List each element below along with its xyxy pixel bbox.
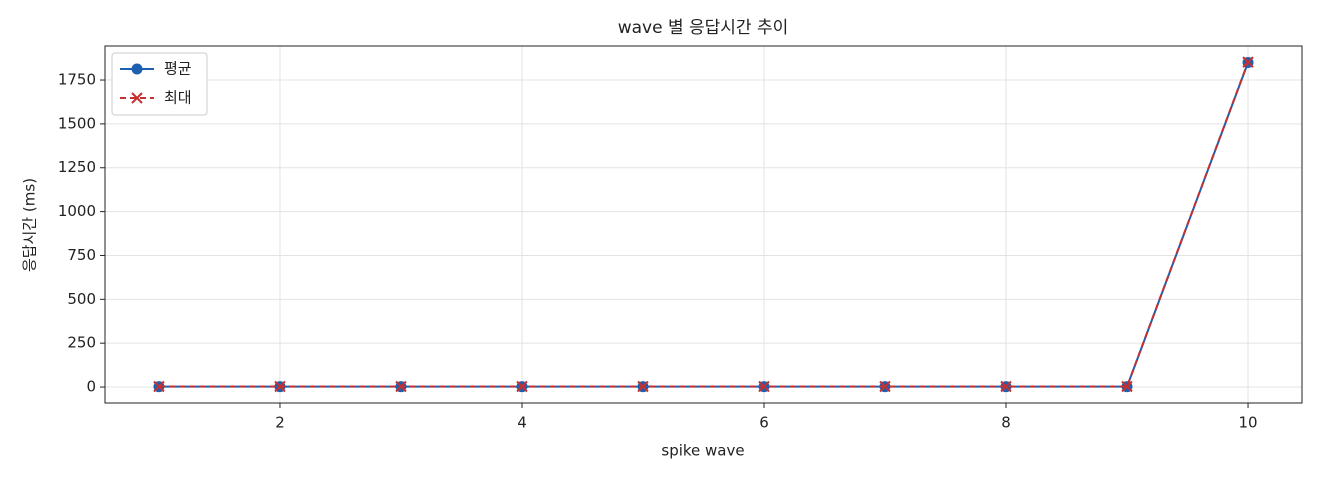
marker (1121, 380, 1133, 393)
y-tick-label: 750 (67, 246, 96, 264)
y-tick-label: 1500 (58, 114, 96, 132)
y-tick-label: 250 (67, 334, 96, 352)
marker-stroke (879, 380, 891, 393)
y-tick-label: 500 (67, 290, 96, 308)
marker-stroke (1000, 380, 1012, 393)
chart-title: wave 별 응답시간 추이 (618, 18, 789, 38)
series-line (158, 61, 1249, 388)
x-tick-label: 8 (1001, 414, 1011, 432)
x-tick-label: 4 (517, 414, 527, 432)
marker-stroke (153, 380, 165, 393)
legend-label: 최대 (164, 89, 192, 107)
marker (758, 380, 770, 393)
x-tick-label: 10 (1238, 414, 1257, 432)
plot-frame (104, 45, 1303, 404)
marker (131, 92, 143, 104)
marker (516, 380, 528, 393)
y-tick-label: 1750 (58, 71, 96, 89)
marker-stroke (516, 380, 528, 393)
marker-stroke (1121, 380, 1133, 393)
marker (1000, 380, 1012, 393)
legend-label: 평균 (164, 60, 192, 78)
marker-stroke (637, 380, 649, 393)
marker-stroke (1242, 56, 1254, 68)
series-line (158, 62, 1249, 388)
legend-box (111, 52, 208, 116)
marker (879, 380, 891, 393)
marker (153, 380, 165, 393)
marker-stroke (758, 380, 770, 393)
marker (395, 380, 407, 393)
x-tick-label: 2 (275, 414, 285, 432)
y-tick-label: 1250 (58, 158, 96, 176)
marker (1242, 56, 1254, 68)
marker (131, 63, 143, 75)
x-axis-label: spike wave (661, 442, 744, 460)
y-axis-label: 응답시간 (ms) (21, 178, 39, 272)
marker-stroke (274, 380, 286, 393)
marker-stroke (131, 92, 143, 104)
marker-stroke (395, 380, 407, 393)
y-tick-label: 1000 (58, 202, 96, 220)
y-tick-label: 0 (86, 378, 96, 396)
marker (637, 380, 649, 393)
x-tick-label: 6 (759, 414, 769, 432)
marker (274, 380, 286, 393)
